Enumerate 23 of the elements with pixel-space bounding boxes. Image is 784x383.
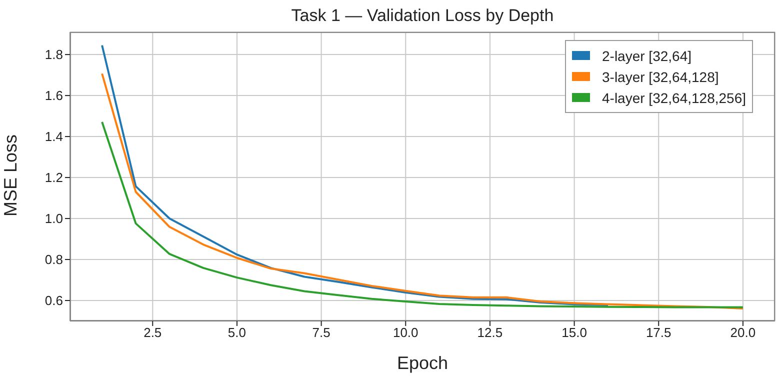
y-tick-label: 1.2 [44, 170, 63, 186]
y-tick-label: 0.8 [44, 252, 63, 268]
x-tick-label: 5.0 [228, 325, 246, 340]
y-tick-label: 1.6 [44, 88, 63, 104]
line-series [101, 120, 744, 308]
legend-label: 3-layer [32,64,128] [602, 68, 719, 84]
legend-label: 4-layer [32,64,128,256] [602, 90, 746, 106]
x-tick-label: 12.5 [477, 325, 503, 340]
x-tick-label: 7.5 [312, 325, 330, 340]
y-axis-title: MSE Loss [0, 134, 20, 216]
line-series [101, 72, 744, 310]
y-tick-label: 1.0 [44, 211, 63, 226]
x-tick-label: 17.5 [646, 325, 672, 340]
x-tick-label: 10.0 [392, 325, 418, 340]
chart-title: Task 1 — Validation Loss by Depth [290, 6, 555, 26]
x-axis-title: Epoch [396, 353, 448, 373]
y-tick-label: 1.8 [44, 47, 63, 62]
y-tick-label: 0.6 [44, 293, 63, 308]
x-tick-label: 2.5 [144, 325, 162, 340]
x-tick-label: 20.0 [730, 325, 756, 340]
legend-label: 2-layer [32,64] [602, 48, 692, 64]
x-tick-label: 15.0 [562, 325, 587, 340]
y-tick-label: 1.4 [44, 129, 63, 144]
